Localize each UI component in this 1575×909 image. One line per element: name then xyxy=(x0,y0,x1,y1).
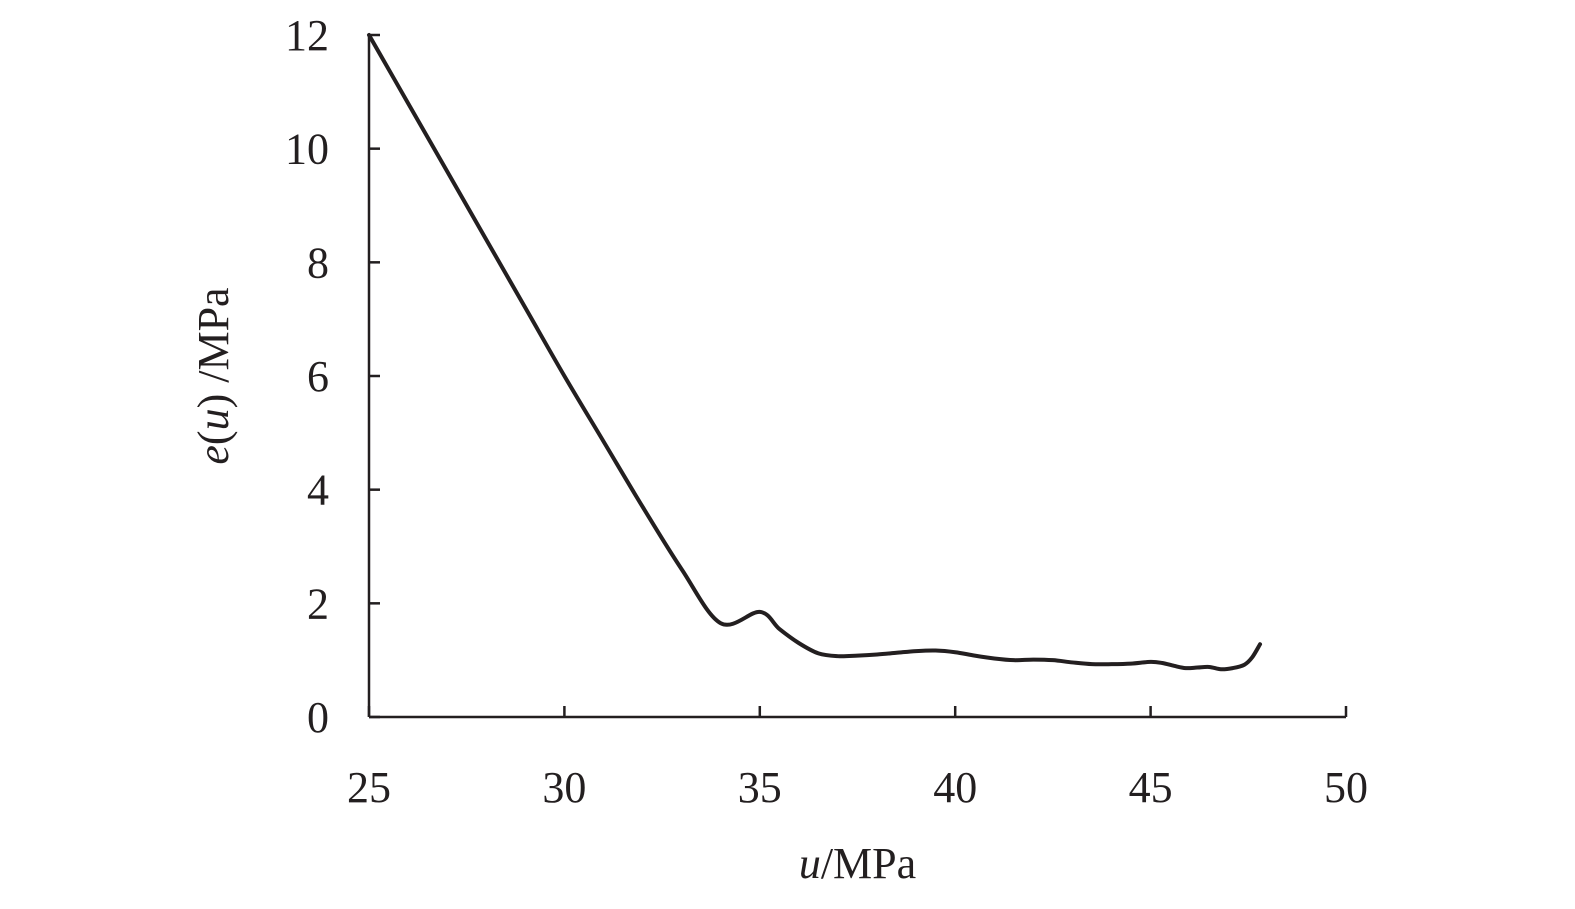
x-tick-label: 50 xyxy=(1324,763,1368,812)
x-tick-label: 25 xyxy=(347,763,391,812)
y-axis-var: u xyxy=(189,408,238,430)
y-axis-paren-open: ( xyxy=(189,430,238,445)
axes xyxy=(367,35,1346,719)
x-axis-unit: /MPa xyxy=(821,839,916,888)
x-tick-label: 30 xyxy=(542,763,586,812)
y-tick-label: 4 xyxy=(307,466,329,515)
y-tick-label: 0 xyxy=(307,693,329,742)
y-tick-label: 8 xyxy=(307,238,329,287)
x-ticks: 25 30 35 40 45 50 xyxy=(347,706,1368,812)
y-tick-label: 10 xyxy=(285,125,329,174)
x-tick-label: 45 xyxy=(1129,763,1173,812)
x-tick-label: 40 xyxy=(933,763,977,812)
y-axis-unit: /MPa xyxy=(189,287,238,393)
y-tick-label: 12 xyxy=(285,11,329,60)
series xyxy=(367,33,1263,672)
y-axis-label: e(u) /MPa xyxy=(189,287,238,464)
x-axis-label: u/MPa xyxy=(799,839,916,888)
series-line xyxy=(367,33,1263,672)
y-axis-func: e xyxy=(189,445,238,465)
y-axis-paren-close: ) xyxy=(189,394,238,409)
y-ticks: 0 2 4 6 8 10 12 xyxy=(285,11,380,742)
y-tick-label: 6 xyxy=(307,352,329,401)
x-axis-var: u xyxy=(799,839,821,888)
y-tick-label: 2 xyxy=(307,579,329,628)
x-tick-label: 35 xyxy=(738,763,782,812)
